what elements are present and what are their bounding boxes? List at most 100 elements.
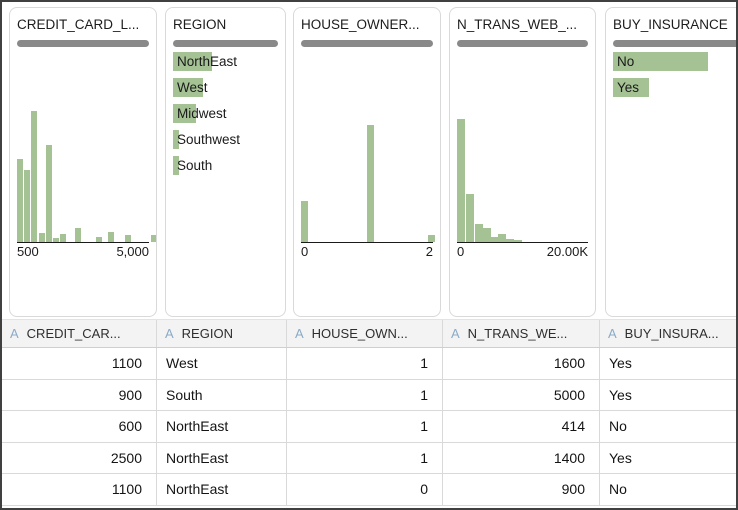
category-frequency-bar [173,130,179,149]
column-title: BUY_INSURANCE [613,17,728,32]
quality-indicator-bar [613,40,736,47]
table-cell: 414 [443,411,600,442]
table-cell: 2500 [2,442,157,473]
table-cell: 0 [287,474,443,505]
histogram-plot [301,54,435,243]
histogram-bar[interactable] [151,235,156,242]
profile-card-credit-card-l[interactable]: CREDIT_CARD_L... 500 5,000 [9,7,157,317]
histogram-bar[interactable] [125,235,131,242]
x-axis-max-label: 20.00K [546,244,588,259]
text-type-icon: A [451,326,460,341]
x-axis-labels: 500 5,000 [17,244,149,259]
table-cell: 1 [287,348,443,379]
profile-card-region[interactable]: REGION NorthEast West Midwest Southwest South [165,7,286,317]
profile-card-buy-insurance[interactable]: BUY_INSURANCE No Yes [605,7,736,317]
table-cell: 900 [2,379,157,410]
x-axis-max-label: 5,000 [116,244,149,259]
category-label: No [617,54,635,69]
histogram-bar[interactable] [96,237,102,242]
column-header-label: N_TRANS_WE... [467,326,568,341]
table-cell: 1 [287,411,443,442]
histogram-bar[interactable] [466,194,474,242]
table-cell: 1100 [2,474,157,505]
table-row: 1100 West 1 1600 Yes [2,348,736,380]
column-title: CREDIT_CARD_L... [17,17,140,32]
text-type-icon: A [295,326,304,341]
data-table: A CREDIT_CAR... A REGION A HOUSE_OWN... A N_TRA… [2,319,736,508]
column-header-buy-insura[interactable]: A BUY_INSURA... [600,320,736,347]
column-header-label: REGION [181,326,233,341]
category-item-no[interactable]: No [613,52,736,71]
histogram-bar[interactable] [53,238,59,242]
column-header-region[interactable]: A REGION [157,320,287,347]
category-frequency-bar [613,52,708,71]
histogram-bar[interactable] [506,239,514,242]
category-frequency-bar [173,156,179,175]
category-item-southwest[interactable]: Southwest [173,130,278,149]
table-header-row: A CREDIT_CAR... A REGION A HOUSE_OWN... A N_TRA… [2,320,736,348]
category-list: NorthEast West Midwest Southwest South [173,52,278,175]
category-frequency-bar [613,78,649,97]
table-cell: NorthEast [157,474,287,505]
quality-indicator-bar [173,40,278,47]
quality-indicator-bar [301,40,433,47]
histogram-bar[interactable] [17,159,23,242]
profile-card-house-owner[interactable]: HOUSE_OWNER... 0 2 [293,7,441,317]
text-type-icon: A [608,326,617,341]
column-title: REGION [173,17,227,32]
table-cell: No [609,418,627,435]
histogram-bar[interactable] [367,125,374,242]
table-cell: 1 [287,442,443,473]
category-label: Southwest [177,132,241,147]
histogram-bar[interactable] [457,119,465,242]
histogram-bar[interactable] [475,224,483,242]
category-label: South [177,158,213,173]
table-cell: Yes [609,386,632,403]
histogram-bar[interactable] [514,240,522,242]
histogram-bar[interactable] [31,111,37,242]
histogram-plot [457,54,588,243]
histogram-bar[interactable] [39,233,45,242]
histogram-bar[interactable] [498,234,506,242]
histogram-bar[interactable] [301,201,308,242]
category-item-yes[interactable]: Yes [613,78,736,97]
table-cell: 1100 [2,348,157,379]
column-header-credit-car[interactable]: A CREDIT_CAR... [2,320,157,347]
column-header-house-own[interactable]: A HOUSE_OWN... [287,320,443,347]
histogram-bar[interactable] [60,234,66,242]
table-cell: NorthEast [157,411,287,442]
column-title: N_TRANS_WEB_... [457,17,578,32]
table-row: 900 South 1 5000 Yes [2,379,736,411]
x-axis-max-label: 2 [425,244,433,259]
category-item-west[interactable]: West [173,78,278,97]
category-frequency-bar [173,104,196,123]
table-row: 600 NorthEast 1 414 No [2,411,736,443]
profile-card-n-trans-web[interactable]: N_TRANS_WEB_... 0 20.00K [449,7,596,317]
histogram-bar[interactable] [75,228,81,242]
x-axis-min-label: 0 [301,244,309,259]
histogram-bar[interactable] [491,237,499,242]
histogram-bar[interactable] [24,170,30,242]
category-item-northeast[interactable]: NorthEast [173,52,278,71]
column-title: HOUSE_OWNER... [301,17,420,32]
x-axis-labels: 0 20.00K [457,244,588,259]
category-list: No Yes [613,52,736,97]
text-type-icon: A [10,326,19,341]
histogram-bar[interactable] [108,232,114,242]
category-label: Yes [617,80,640,95]
column-header-label: HOUSE_OWN... [311,326,408,341]
category-item-south[interactable]: South [173,156,278,175]
column-header-label: CREDIT_CAR... [26,326,121,341]
table-footer-spacer [2,505,736,508]
histogram-bar[interactable] [483,228,491,242]
x-axis-min-label: 500 [17,244,39,259]
histogram-bar[interactable] [428,235,435,242]
category-label: NorthEast [177,54,238,69]
table-cell: 1 [287,379,443,410]
column-header-n-trans-we[interactable]: A N_TRANS_WE... [443,320,600,347]
quality-indicator-bar [17,40,149,47]
text-type-icon: A [165,326,174,341]
histogram-bar[interactable] [46,145,52,242]
category-item-midwest[interactable]: Midwest [173,104,278,123]
